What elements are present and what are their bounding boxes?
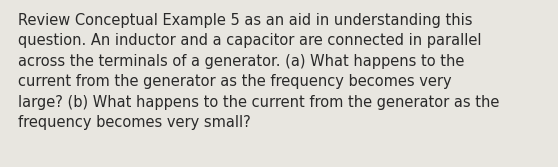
Text: Review Conceptual Example 5 as an aid in understanding this
question. An inducto: Review Conceptual Example 5 as an aid in… [18,13,499,130]
